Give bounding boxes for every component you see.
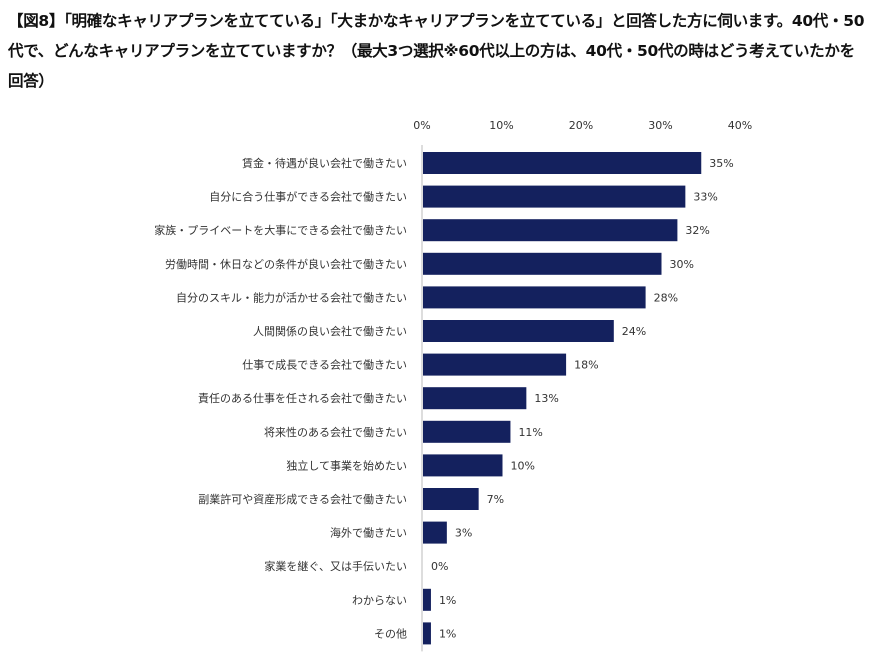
bar [423, 185, 686, 208]
data-label: 33% [693, 191, 717, 204]
data-label: 1% [439, 627, 456, 640]
category-label: わからない [352, 594, 407, 607]
bar [423, 387, 527, 410]
data-label: 10% [511, 459, 535, 472]
x-tick-label: 10% [489, 119, 513, 132]
x-tick-label: 20% [569, 119, 593, 132]
x-tick-label: 30% [648, 119, 672, 132]
data-label: 24% [622, 325, 646, 338]
category-label: 家族・プライベートを大事にできる会社で働きたい [154, 223, 407, 237]
data-label: 28% [654, 291, 678, 304]
x-tick-label: 0% [413, 119, 430, 132]
bar [423, 252, 662, 275]
data-label: 7% [487, 493, 504, 506]
data-label: 35% [709, 157, 733, 170]
category-label: 自分のスキル・能力が活かせる会社で働きたい [176, 290, 407, 304]
category-label: 独立して事業を始めたい [286, 458, 407, 472]
data-label: 30% [670, 258, 694, 271]
data-label: 18% [574, 359, 598, 372]
chart-title: 【図8】「明確なキャリアプランを立てている」「大まかなキャリアプランを立てている… [8, 12, 865, 90]
bar [423, 152, 702, 174]
bar [423, 286, 646, 309]
category-label: 賃金・待遇が良い会社で働きたい [242, 156, 407, 170]
bar [423, 521, 447, 544]
bar [423, 588, 431, 611]
category-label: 人間関係の良い会社で働きたい [253, 324, 407, 338]
bar [423, 454, 503, 477]
category-label: 責任のある仕事を任される会社で働きたい [198, 391, 407, 405]
bar [423, 622, 431, 645]
bar [423, 488, 479, 510]
data-label: 13% [534, 392, 558, 405]
category-label: 将来性のある会社で働きたい [264, 425, 407, 439]
category-label: 副業許可や資産形成できる会社で働きたい [198, 492, 407, 506]
category-label: 自分に合う仕事ができる会社で働きたい [209, 190, 407, 204]
category-label: 仕事で成長できる会社で働きたい [242, 358, 407, 372]
category-label: 家業を継ぐ、又は手伝いたい [264, 559, 407, 573]
category-label: その他 [374, 627, 407, 640]
category-label: 海外で働きたい [330, 526, 407, 540]
bar [423, 219, 678, 242]
bar [423, 320, 614, 342]
x-tick-label: 40% [728, 119, 752, 132]
bar [423, 420, 511, 443]
category-label: 労働時間・休日などの条件が良い会社で働きたい [165, 257, 407, 271]
data-label: 32% [685, 224, 709, 237]
data-label: 0% [431, 560, 448, 573]
data-label: 1% [439, 594, 456, 607]
data-label: 3% [455, 527, 472, 540]
bar [423, 353, 567, 376]
data-label: 11% [518, 426, 542, 439]
